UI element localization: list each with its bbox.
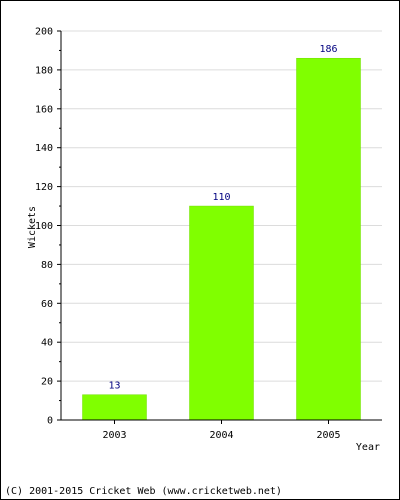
y-tick-label: 0 xyxy=(47,416,53,427)
x-tick-label-2004: 2004 xyxy=(209,430,233,441)
y-tick-label: 60 xyxy=(41,299,53,310)
x-axis-title: Year xyxy=(356,442,380,453)
x-tick-label-2005: 2005 xyxy=(316,430,340,441)
data-labels: 13 110 186 xyxy=(108,44,337,391)
y-tick-label: 120 xyxy=(35,182,53,193)
bar-2003 xyxy=(82,394,147,421)
x-tick-labels: 2003 2004 2005 xyxy=(102,430,340,441)
copyright-footer: (C) 2001-2015 Cricket Web (www.cricketwe… xyxy=(5,486,282,497)
y-axis-title: Wickets xyxy=(27,206,38,248)
y-tick-label: 180 xyxy=(35,65,53,76)
data-label-2004: 110 xyxy=(212,192,230,203)
bar-2005 xyxy=(296,57,361,421)
y-tick-label: 100 xyxy=(35,221,53,232)
data-label-2003: 13 xyxy=(108,381,120,392)
y-tick-labels: 0 20 40 60 80 100 120 140 160 180 200 xyxy=(35,27,53,427)
x-tick-label-2003: 2003 xyxy=(102,430,126,441)
y-tick-label: 20 xyxy=(41,377,53,388)
bar-2004 xyxy=(189,205,254,421)
data-label-2005: 186 xyxy=(319,44,337,55)
axes xyxy=(57,30,382,424)
y-tick-label: 160 xyxy=(35,104,53,115)
y-tick-label: 200 xyxy=(35,27,53,38)
bars xyxy=(82,57,361,421)
y-tick-label: 80 xyxy=(41,260,53,271)
y-tick-label: 140 xyxy=(35,143,53,154)
y-tick-label: 40 xyxy=(41,338,53,349)
